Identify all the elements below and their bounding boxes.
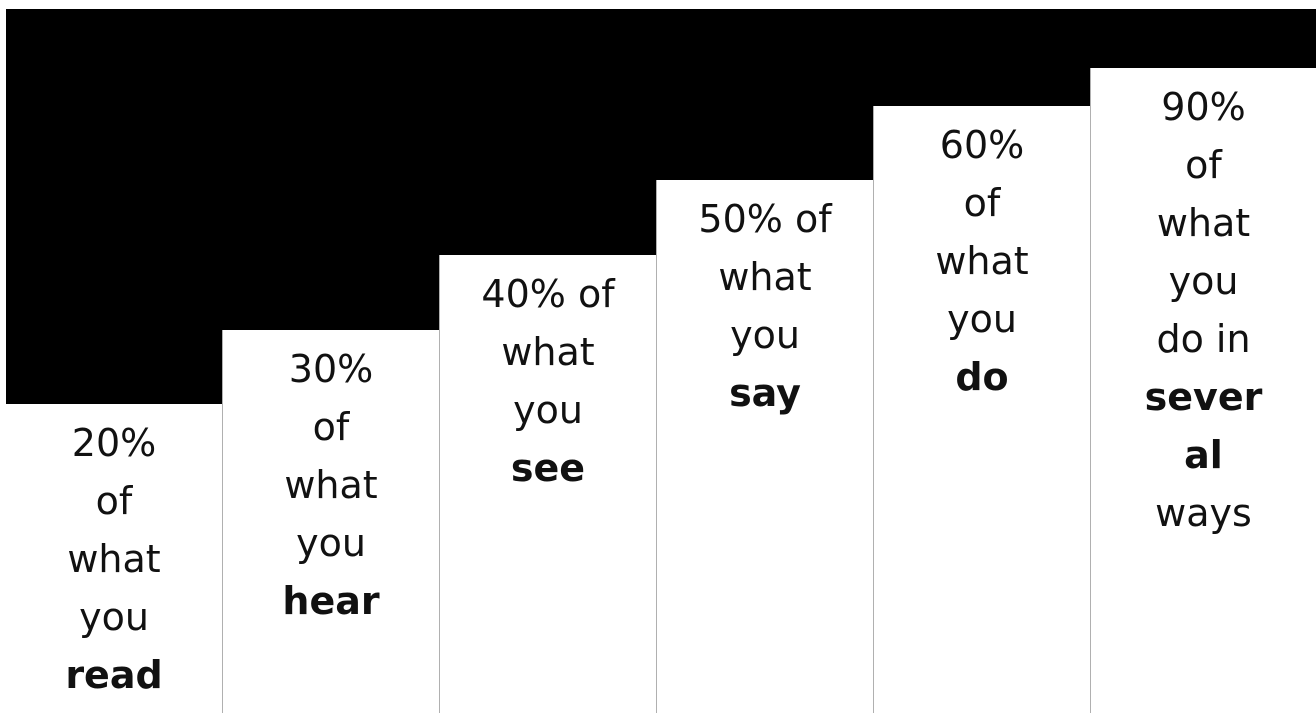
step-60-percent: 60% of what you do <box>873 106 1090 713</box>
step-bold-word: read <box>65 653 163 697</box>
step-text-line: what <box>1156 201 1251 245</box>
step-50-percent: 50% of what you say <box>656 180 873 713</box>
step-text-line: you <box>1168 259 1239 303</box>
step-30-percent: 30% of what you hear <box>222 330 439 713</box>
step-text-line: see <box>440 439 656 497</box>
step-text-line: of <box>95 479 133 523</box>
step-bold-word: do <box>955 355 1009 399</box>
step-20-percent: 20% of what you read <box>6 404 222 713</box>
step-bold-word: see <box>510 446 586 490</box>
step-text-line: 20% <box>71 421 157 465</box>
step-text-line: 60% <box>939 123 1025 167</box>
step-text-line: 40% of <box>481 272 615 316</box>
step-40-percent: 40% of what you see <box>439 255 656 713</box>
step-text-line: what <box>501 330 595 374</box>
step-text-line: you <box>947 297 1017 341</box>
step-text-line: you <box>513 388 583 432</box>
step-text-line: what <box>718 255 812 299</box>
step-text-line: sever <box>1091 368 1316 426</box>
step-bold-word: hear <box>282 579 380 623</box>
staircase-diagram: 20% of what you read 30% of what you hea… <box>6 9 1316 713</box>
step-text-line: of <box>963 181 1001 225</box>
step-90-percent: 90% of what you do in sever al ways <box>1090 68 1316 713</box>
step-text-line: ways <box>1155 491 1252 535</box>
step-text-line: 90% <box>1161 85 1246 129</box>
step-text-line: hear <box>223 572 439 630</box>
step-text-line: of <box>312 405 350 449</box>
step-text-line: you <box>730 313 800 357</box>
step-text-line: you <box>296 521 366 565</box>
step-text-line: you <box>79 595 149 639</box>
step-text-line: 30% <box>288 347 374 391</box>
step-text-line: read <box>6 646 222 704</box>
step-text-line: of <box>1185 143 1222 187</box>
step-text-line: al <box>1091 426 1316 484</box>
step-text-line: say <box>657 364 873 422</box>
step-bold-word: sever <box>1144 375 1263 419</box>
step-text-line: do <box>874 348 1090 406</box>
step-text-line: what <box>67 537 161 581</box>
step-text-line: do in <box>1156 317 1251 361</box>
step-bold-word: al <box>1184 433 1223 477</box>
step-text-line: what <box>284 463 378 507</box>
step-text-line: what <box>935 239 1029 283</box>
step-text-line: 50% of <box>698 197 832 241</box>
step-bold-word: say <box>729 371 801 415</box>
